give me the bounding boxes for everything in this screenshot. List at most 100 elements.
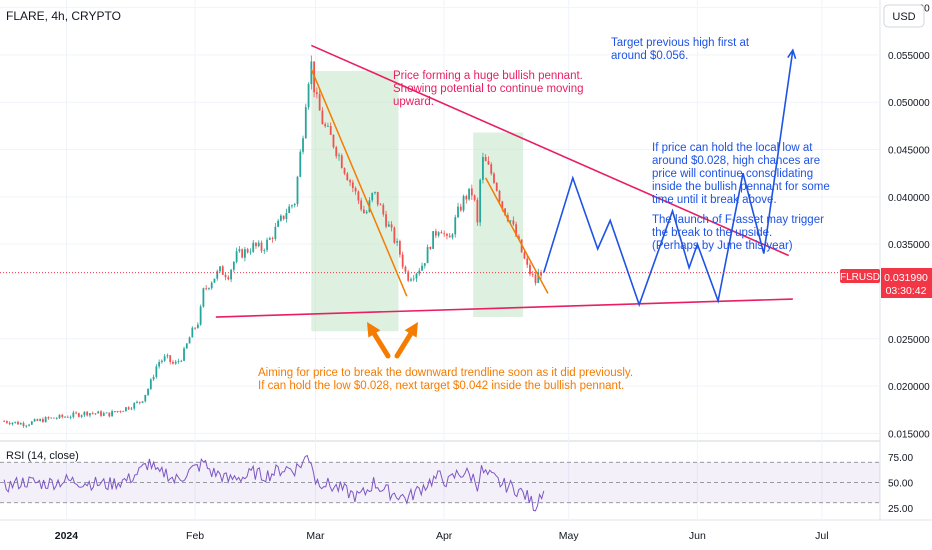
candle-body: [412, 278, 415, 280]
pennant-upper-trendline[interactable]: [310, 44, 790, 257]
candle-body: [133, 402, 136, 409]
time-tick-label: Mar: [306, 530, 325, 542]
candle-body: [130, 408, 133, 410]
candle-body: [351, 182, 354, 188]
candle-body: [479, 179, 482, 223]
candle-body: [434, 231, 437, 236]
candle-body: [91, 413, 94, 414]
drawing-lines[interactable]: [0, 44, 880, 359]
candle-body: [374, 191, 376, 193]
blue-note-line-7: The launch of F-asset may trigger: [652, 214, 824, 226]
candle-body: [315, 92, 318, 95]
candle-body: [307, 84, 310, 108]
candle-body: [33, 419, 36, 422]
candle-body: [357, 191, 360, 201]
candle-body: [53, 417, 55, 419]
candle-body: [238, 249, 241, 252]
time-axis[interactable]: 2024 Feb Mar Apr May Jun Jul: [55, 530, 829, 542]
price-tick-label: 0.035000: [888, 240, 930, 251]
candle-body: [41, 419, 44, 423]
candle-body: [244, 249, 246, 258]
price-tick-label: 0.015000: [888, 429, 930, 440]
candle-body: [22, 423, 25, 427]
candle-body: [166, 355, 169, 357]
candle-body: [268, 238, 271, 240]
current-price-label[interactable]: [881, 268, 932, 298]
candle-body: [432, 231, 435, 249]
candle-body: [155, 366, 158, 377]
candle-body: [174, 361, 177, 364]
orange-arrow-right: [404, 322, 418, 338]
candle-body: [537, 272, 540, 284]
candle-body: [125, 407, 127, 412]
candle-body: [531, 274, 534, 275]
orange-note-line-1: Aiming for price to break the downward t…: [258, 367, 633, 379]
candle-body: [94, 413, 97, 415]
currency-button[interactable]: [883, 4, 925, 28]
candle-body: [465, 196, 468, 200]
candle-body: [457, 206, 459, 218]
orange-arrow-left: [367, 322, 381, 338]
candle-body: [288, 206, 291, 213]
candle-body: [451, 234, 454, 238]
candle-body: [346, 173, 349, 181]
candle-body: [482, 156, 484, 180]
candle-body: [529, 264, 531, 275]
candle-body: [285, 212, 288, 219]
candle-body: [354, 187, 357, 192]
downtrend-line-previous[interactable]: [310, 68, 408, 297]
candle-body: [185, 343, 188, 349]
candle-body: [58, 414, 61, 419]
candle-body: [108, 412, 111, 417]
ticker-badge[interactable]: [840, 269, 880, 283]
candle-body: [263, 250, 266, 251]
candle-body: [495, 182, 498, 191]
projection-path[interactable]: [543, 50, 794, 308]
candle-body: [188, 337, 191, 344]
candle-body: [515, 224, 518, 237]
time-tick-label: 2024: [55, 530, 79, 542]
time-tick-label: Apr: [436, 530, 453, 542]
candle-body: [473, 195, 476, 200]
candle-body: [291, 205, 293, 207]
price-axis[interactable]: 0.0600000.0550000.0500000.0450000.040000…: [888, 4, 930, 515]
price-tick-label: 0.045000: [888, 146, 930, 157]
downtrend-line-current[interactable]: [485, 177, 549, 294]
candle-body: [144, 394, 147, 402]
candle-body: [454, 217, 457, 235]
symbol-title[interactable]: FLARE, 4h, CRYPTO: [6, 9, 121, 23]
candle-body: [360, 200, 363, 210]
candle-body: [387, 224, 390, 227]
candle-body: [363, 209, 365, 214]
price-tick-label: 0.050000: [888, 98, 930, 109]
candle-body: [349, 180, 351, 183]
candle-body: [517, 236, 520, 240]
rsi-pane: [0, 454, 880, 512]
pennant-lower-trendline[interactable]: [215, 298, 793, 318]
candle-body: [83, 411, 86, 416]
candle-body: [410, 279, 412, 281]
candle-body: [180, 360, 183, 362]
candle-body: [437, 232, 440, 236]
target-note-line-2: around $0.056.: [611, 50, 688, 62]
candle-body: [296, 176, 299, 204]
candle-body: [421, 265, 423, 271]
candle-body: [36, 419, 39, 421]
rsi-line: [3, 454, 545, 512]
candle-body: [462, 196, 465, 211]
candle-body: [343, 168, 346, 174]
candle-body: [8, 422, 11, 425]
candle-body: [504, 208, 506, 216]
candle-body: [163, 356, 166, 361]
candle-body: [523, 252, 526, 259]
candle-body: [196, 324, 199, 328]
candle-body: [382, 205, 385, 215]
candle-body: [252, 242, 255, 252]
candle-body: [526, 258, 529, 265]
rsi-label[interactable]: RSI (14, close): [6, 450, 79, 462]
price-tick-label: 0.040000: [888, 193, 930, 204]
candle-body: [111, 411, 113, 417]
candle-body: [371, 192, 374, 201]
candle-body: [257, 242, 260, 247]
